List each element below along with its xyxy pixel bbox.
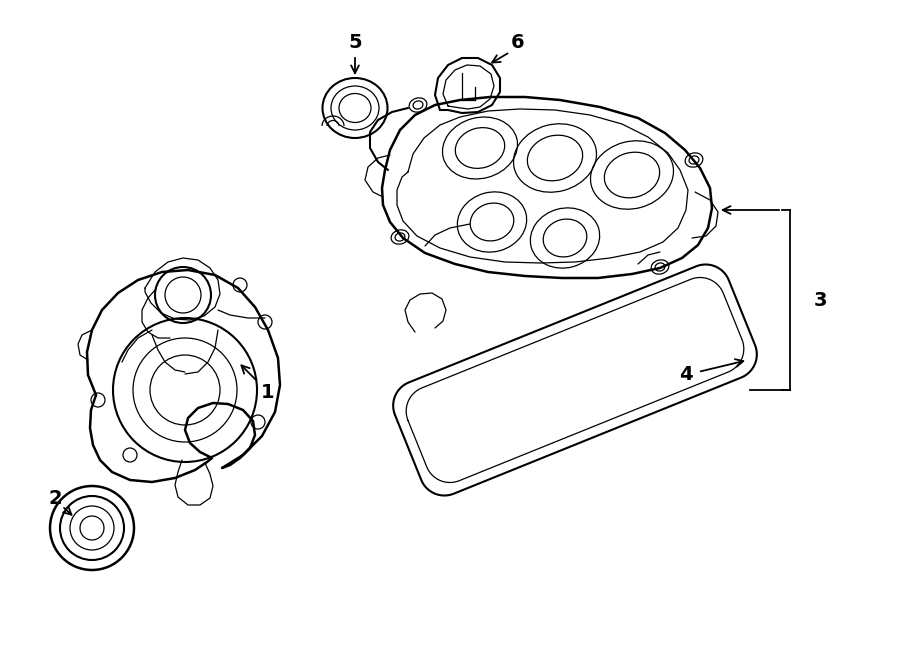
Text: 1: 1	[261, 383, 274, 401]
Text: 4: 4	[680, 365, 693, 383]
Text: 3: 3	[814, 291, 827, 310]
Text: 6: 6	[511, 32, 525, 52]
Text: 2: 2	[49, 489, 62, 508]
Text: 5: 5	[348, 32, 362, 52]
